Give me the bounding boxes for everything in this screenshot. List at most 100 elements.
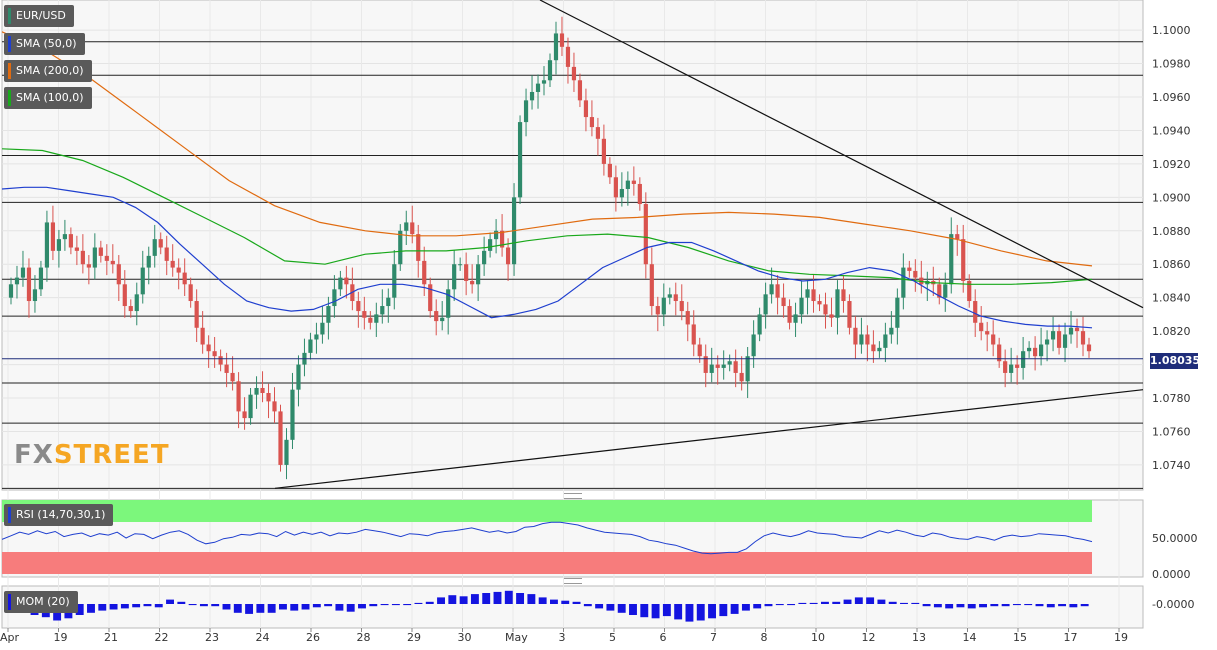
candle-body [607,163,612,178]
sma100-tag[interactable]: SMA (100,0) [4,87,92,109]
momentum-bar [945,604,954,609]
sma100-label: SMA (100,0) [16,91,84,104]
candle-body [284,439,289,465]
candle-body [164,247,169,261]
momentum-bar [1035,604,1044,607]
momentum-bar [595,604,604,609]
candle-body [871,344,876,352]
momentum-bar [324,604,333,607]
candle-body [494,230,499,240]
candle-body [122,284,127,307]
candle-body [775,284,780,298]
rsi-tag[interactable]: RSI (14,70,30,1) [4,504,114,526]
candle-body [290,389,295,440]
momentum-bar [1069,604,1078,608]
candle-body [757,314,762,335]
y-tick-label: 1.0820 [1152,325,1191,338]
symbol-tag[interactable]: EUR/USD [4,5,74,27]
sma200-tag[interactable]: SMA (200,0) [4,60,92,82]
momentum-bar [335,604,344,611]
x-tick-label: 26 [306,631,320,644]
x-tick-label: Apr [0,631,20,644]
candle-body [134,294,139,312]
mom-tag[interactable]: MOM (20) [4,591,78,613]
momentum-bar [550,599,558,604]
logo-street: STREET [53,440,170,470]
candle-body [805,289,810,298]
support-trendline [274,389,1144,489]
candle-body [92,247,97,268]
candle-body [404,222,409,231]
candle-body [1086,344,1092,352]
candle-body [577,80,583,101]
candle-body [476,264,481,285]
momentum-bar [166,599,174,604]
y-tick-label: 1.0860 [1152,258,1191,271]
candle-body [50,222,56,251]
rsi-oversold-band [2,552,1092,574]
sma50-tag[interactable]: SMA (50,0) [4,33,85,55]
candle-body [200,327,205,345]
candle-body [571,66,577,81]
momentum-bar [233,604,242,613]
sma50-label: SMA (50,0) [16,37,77,50]
candle-body [20,267,26,278]
momentum-bar [854,597,863,604]
candle-body [32,289,38,302]
candle-body [523,100,529,123]
candle-body [793,314,798,323]
candle-body [661,297,666,315]
candle-body [499,230,505,248]
candle-body [158,239,163,248]
momentum-bar [493,591,502,604]
candle-body [901,267,906,298]
momentum-bar [391,604,400,606]
candle-body [937,284,942,298]
candle-body [248,394,253,419]
candle-body [613,177,618,198]
candle-body [110,260,115,265]
candle-body [883,334,888,348]
momentum-bar [120,604,129,609]
x-tick-label: 23 [205,631,219,644]
momentum-bar [222,604,231,610]
sma50-swatch [8,36,11,52]
candle-body [703,356,708,373]
candle-body [260,387,265,394]
candle-body [841,289,846,302]
candle-body [907,267,912,271]
momentum-bar [583,604,592,607]
logo-fx: FX [14,440,54,470]
candle-body [667,294,672,298]
candle-body [973,301,978,323]
rsi-pane-resize-handle[interactable] [564,578,582,584]
candle-body [673,294,678,302]
candle-body [428,284,433,312]
candle-body [1027,347,1032,352]
momentum-bar [188,604,197,606]
sma200-line [1,31,1093,267]
momentum-bar [470,594,479,604]
momentum-bar [1046,604,1055,608]
candle-body [553,33,559,61]
y-tick-label: 1.0940 [1152,124,1191,137]
momentum-bar [527,594,536,604]
candle-body [751,334,756,357]
x-tick-label: 7 [710,631,717,644]
candle-body [410,222,415,235]
momentum-bar [674,604,683,620]
momentum-bar [617,604,626,613]
rsi-tick-label: 0.0000 [1152,568,1191,581]
candle-body [422,260,427,285]
momentum-bar [933,604,942,608]
main-pane-resize-handle[interactable] [564,493,582,499]
momentum-bar [787,604,796,606]
candle-body [74,247,79,251]
momentum-bar [414,602,423,604]
symbol-label: EUR/USD [16,9,66,22]
x-tick-label: 28 [357,631,371,644]
momentum-bar [358,604,366,609]
candle-body [1056,331,1062,348]
candle-body [691,324,696,345]
